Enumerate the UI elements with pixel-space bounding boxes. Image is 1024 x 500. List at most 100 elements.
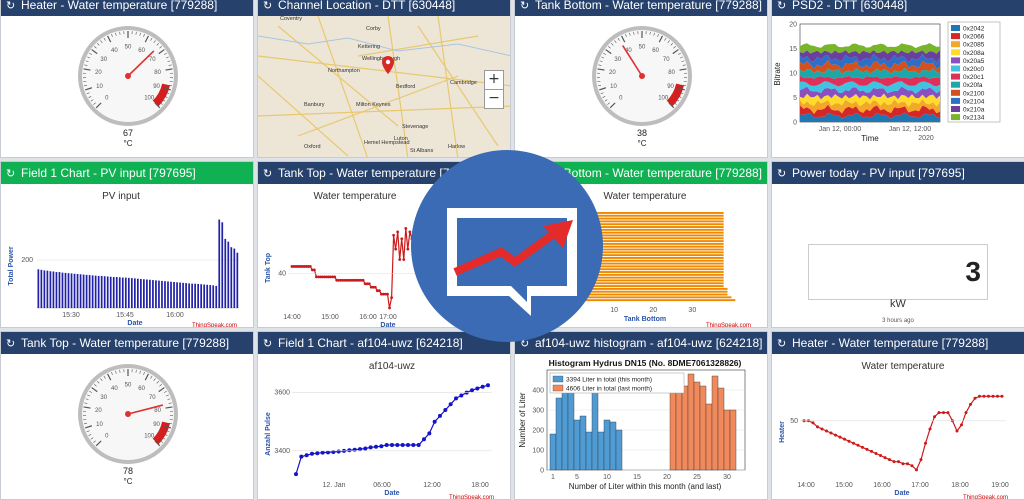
gauge-tick xyxy=(107,35,112,43)
data-point xyxy=(406,247,410,251)
credit-label: ThingSpeak.com xyxy=(963,495,1008,500)
map[interactable]: Coventry Corby Kettering Wellingborough Nort… xyxy=(258,15,511,158)
map-place-label: Hemel Hempstead xyxy=(364,140,410,146)
psd-area-band xyxy=(800,93,940,107)
map-road xyxy=(258,75,349,157)
x-tick-label: 1 xyxy=(551,474,555,481)
gauge-tick xyxy=(163,87,171,91)
data-point xyxy=(310,451,314,456)
refresh-icon[interactable]: ↻ xyxy=(6,338,16,350)
bar xyxy=(127,277,130,308)
histogram-chart: Histogram Hydrus DN15 (No. 8DME706132882… xyxy=(518,358,746,491)
x-tick-label: 18:00 xyxy=(471,482,489,489)
legend-entry: 0x2085 xyxy=(963,42,985,49)
bar xyxy=(133,278,136,308)
gauge-tick xyxy=(602,95,606,98)
data-point xyxy=(361,278,365,282)
gauge-tick-label: 90 xyxy=(667,84,674,90)
data-point xyxy=(910,464,914,468)
x-tick-label: 5 xyxy=(575,474,579,481)
gauge: 010 20 30 40 50 60 70 80 90 100 38°C xyxy=(592,26,692,148)
data-point xyxy=(838,435,842,439)
bar xyxy=(164,281,166,308)
refresh-icon[interactable]: ↻ xyxy=(263,0,273,12)
chart-title: af104-uwz xyxy=(369,361,415,372)
refresh-icon[interactable]: ↻ xyxy=(6,0,16,12)
refresh-icon[interactable]: ↻ xyxy=(520,338,530,350)
gauge-tick xyxy=(144,35,149,43)
gauge-tick-label: 70 xyxy=(663,57,670,63)
data-point xyxy=(825,429,828,433)
refresh-icon[interactable]: ↻ xyxy=(263,338,273,350)
psd-area-band xyxy=(800,81,940,94)
zoom-out-button[interactable]: − xyxy=(484,89,504,109)
y-tick-label: 20 xyxy=(789,22,797,29)
psd-area-band xyxy=(800,43,940,54)
y-tick-label: 3400 xyxy=(274,448,290,455)
panel-title: Tank Bottom - Water temperature [779288] xyxy=(535,166,762,180)
bar xyxy=(179,282,181,308)
y-tick-label: 200 xyxy=(21,257,33,264)
gauge-tick-label: 30 xyxy=(614,57,621,63)
gauge-tick xyxy=(165,56,169,59)
data-point xyxy=(406,443,410,448)
histogram-bar xyxy=(705,403,713,471)
psd-area-band xyxy=(800,86,940,100)
gauge-tick-label: 20 xyxy=(95,70,102,76)
panel-tank-bottom-gauge: ↻ Tank Bottom - Water temperature [779288… xyxy=(514,0,768,158)
refresh-icon[interactable]: ↻ xyxy=(777,168,787,180)
bar xyxy=(575,245,724,248)
map-place-label: Coventry xyxy=(280,16,302,22)
gauge-tick xyxy=(156,42,160,46)
bar xyxy=(100,275,103,308)
gauge-hub xyxy=(125,411,131,417)
data-point xyxy=(973,396,977,400)
gauge-unit: °C xyxy=(638,139,647,148)
bar xyxy=(575,293,728,296)
refresh-icon[interactable]: ↻ xyxy=(777,338,787,350)
histogram-bar xyxy=(711,375,719,471)
map-place-label: Luton xyxy=(394,136,408,142)
bar xyxy=(82,274,85,308)
data-point xyxy=(964,411,968,415)
panel-heater-gauge: ↻ Heater - Water temperature [779288] 0 10… xyxy=(0,0,254,158)
refresh-icon[interactable]: ↻ xyxy=(777,0,787,12)
map-canvas[interactable]: Coventry Corby Kettering WellingboroughNort… xyxy=(258,15,511,158)
panel-af104-histogram: ↻ af104-uwz histogram - af104-uwz [624218… xyxy=(514,331,768,500)
x-tick-label: 12:00 xyxy=(423,482,441,489)
bar xyxy=(40,269,43,308)
panel-header: ↻ af104-uwz histogram - af104-uwz [624218… xyxy=(515,332,767,354)
gauge-tick xyxy=(90,99,94,102)
refresh-icon[interactable]: ↻ xyxy=(520,0,530,12)
gauge-tick xyxy=(658,35,663,43)
gauge-tick xyxy=(168,422,172,425)
panel-title: Channel Location - DTT [630448] xyxy=(278,0,456,12)
y-tick-label: 40 xyxy=(278,270,286,277)
gauge-tick-label: 30 xyxy=(100,395,107,401)
x-tick-label: 10 xyxy=(610,307,618,314)
credit-label: ThingSpeak.com xyxy=(706,323,751,328)
y-tick-label: 5 xyxy=(793,95,797,102)
bar xyxy=(575,299,736,302)
data-point xyxy=(300,265,304,268)
gauge-tick xyxy=(91,387,98,393)
histogram-bar xyxy=(615,429,623,471)
data-point xyxy=(897,460,900,464)
gauge-tick xyxy=(168,402,172,404)
refresh-icon[interactable]: ↻ xyxy=(6,168,16,180)
refresh-icon[interactable]: ↻ xyxy=(263,168,273,180)
data-point xyxy=(928,427,932,431)
zoom-in-button[interactable]: + xyxy=(484,70,504,90)
gauge-needle xyxy=(127,50,155,77)
gauge-tick xyxy=(143,372,145,376)
data-point xyxy=(358,447,362,452)
gauge-tick xyxy=(85,398,89,401)
x-tick-label: 20 xyxy=(663,474,671,481)
data-point xyxy=(375,289,379,293)
legend-entry: 0x2100 xyxy=(963,90,985,97)
gauge-tick xyxy=(83,68,91,71)
histogram-bar xyxy=(729,409,737,471)
data-point xyxy=(367,282,371,286)
bar xyxy=(203,284,206,308)
bar xyxy=(173,282,175,308)
